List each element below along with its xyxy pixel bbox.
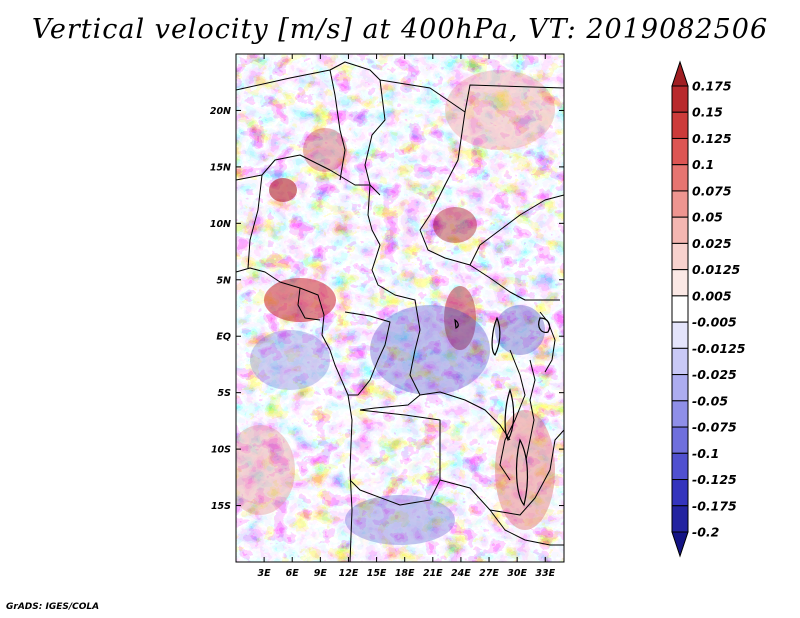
colorbar-segment (671, 426, 689, 454)
chart-title: Vertical velocity [m/s] at 400hPa, VT: 2… (31, 14, 769, 45)
lon-tick-label: 18E (395, 568, 415, 579)
lon-tick-label: 21E (423, 568, 443, 579)
lat-tick-label: 5S (218, 388, 232, 399)
colorbar-segment (671, 347, 689, 376)
colorbar-segment (671, 269, 689, 297)
map-frame (235, 53, 565, 563)
colorbar-segment (671, 505, 689, 533)
lat-tick-label: EQ (216, 332, 231, 343)
colorbar: 0.175 0.15 0.125 0.1 0.075 0.05 0.025 0.0125 0.0… (671, 60, 746, 558)
lon-tick-label: 24E (451, 568, 471, 579)
colorbar-label: -0.0125 (692, 341, 746, 356)
colorbar-top-arrow (671, 60, 689, 87)
country-borders (236, 61, 564, 562)
lon-tick-label: 3E (258, 568, 272, 579)
colorbar-label: 0.05 (692, 210, 723, 225)
lat-tick-label: 10S (211, 445, 231, 456)
latitude-axis: 20N 15N 10N 5N EQ 5S 10S 15S (210, 106, 231, 512)
colorbar-segment (671, 400, 689, 428)
longitude-axis: 3E 6E 9E 12E 15E 18E 21E 24E 27E 30E 33E (258, 568, 556, 579)
colorbar-label: 0.005 (692, 288, 732, 303)
colorbar-label: 0.175 (692, 79, 732, 94)
colorbar-label: -0.005 (692, 315, 737, 330)
lat-tick-label: 10N (210, 219, 231, 230)
lon-tick-label: 9E (314, 568, 328, 579)
colorbar-label: 0.15 (692, 105, 723, 120)
colorbar-segment (671, 164, 689, 192)
colorbar-segment (671, 452, 689, 481)
lon-tick-label: 30E (507, 568, 527, 579)
colorbar-segment (671, 479, 689, 507)
colorbar-bottom-arrow (671, 531, 689, 558)
colorbar-segment (671, 216, 689, 244)
colorbar-label: -0.125 (692, 472, 737, 487)
lon-tick-label: 12E (339, 568, 359, 579)
field-tint-layer (236, 70, 555, 545)
colorbar-label: -0.025 (692, 367, 737, 382)
lat-tick-label: 15N (210, 162, 231, 173)
grads-credit: GrADS: IGES/COLA (6, 602, 100, 612)
lake-outlines (454, 316, 551, 507)
colorbar-label: -0.175 (692, 498, 737, 513)
colorbar-label: 0.125 (692, 131, 732, 146)
colorbar-segment (671, 85, 689, 113)
lon-tick-label: 33E (535, 568, 555, 579)
colorbar-segment (671, 374, 689, 402)
lat-tick-label: 5N (216, 275, 231, 286)
colorbar-segment (671, 111, 689, 139)
colorbar-label: -0.2 (692, 525, 719, 540)
colorbar-label: 0.1 (692, 157, 714, 172)
colorbar-segment (671, 321, 689, 349)
axis-ticks (236, 54, 564, 562)
lat-tick-label: 20N (210, 106, 231, 117)
lat-tick-label: 15S (211, 501, 231, 512)
colorbar-label: 0.025 (692, 236, 732, 251)
colorbar-segment (671, 295, 689, 323)
colorbar-label: -0.075 (692, 420, 737, 435)
colorbar-label: 0.0125 (692, 262, 741, 277)
map-plot-area: 20N 15N 10N 5N EQ 5S 10S 15S 3E 6E 9E 12E 15E 18E 21E… (210, 53, 565, 579)
colorbar-label: 0.075 (692, 183, 732, 198)
colorbar-label: -0.05 (692, 393, 728, 408)
lon-tick-label: 27E (479, 568, 499, 579)
lon-tick-label: 6E (286, 568, 300, 579)
colorbar-segment (671, 190, 689, 218)
colorbar-segment (671, 137, 689, 166)
colorbar-segment (671, 242, 689, 271)
colorbar-label: -0.1 (692, 446, 719, 461)
lon-tick-label: 15E (367, 568, 387, 579)
